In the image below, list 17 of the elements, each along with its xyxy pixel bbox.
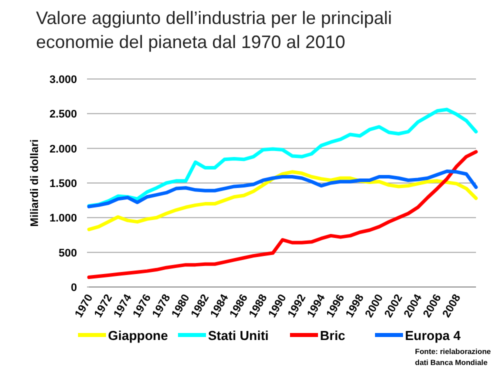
line-series	[87, 170, 478, 232]
legend-label: Stati Uniti	[208, 328, 269, 343]
y-axis-title: Miliardi di dollari	[29, 139, 41, 227]
line-series	[87, 169, 478, 208]
chart-title: Valore aggiunto dell’industria per le principali economie del pianeta dal 1970 al 2010	[36, 8, 392, 52]
line-series	[87, 150, 478, 280]
y-tick-label: 2.000	[49, 143, 77, 156]
y-tick-label: 1.000	[49, 212, 77, 225]
legend-label: Bric	[320, 328, 346, 343]
y-tick-label: 500	[58, 247, 77, 260]
legend-label: Europa 4	[405, 328, 462, 343]
line-series	[87, 108, 478, 208]
legend-label: Giappone	[108, 328, 168, 343]
y-tick-label: 3.000	[49, 74, 77, 86]
y-tick-label: 0	[70, 282, 77, 294]
y-tick-label: 1.500	[49, 178, 77, 190]
y-tick-label: 2.500	[49, 108, 77, 121]
